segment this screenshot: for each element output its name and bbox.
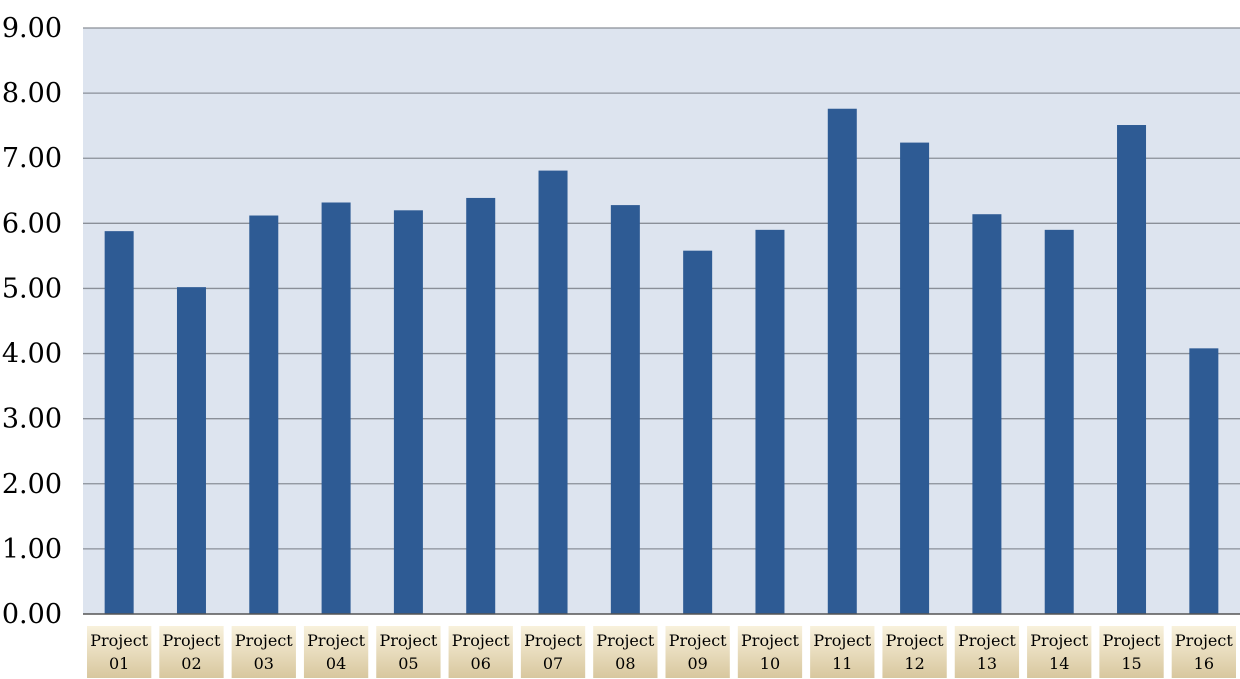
- category-label-line1: Project: [163, 631, 221, 650]
- x-axis-labels: Project01Project02Project03Project04Proj…: [87, 626, 1236, 678]
- category-label-background: [231, 626, 296, 678]
- bars: [104, 108, 1219, 615]
- category-label-line1: Project: [90, 631, 148, 650]
- category-label-line2: 04: [326, 654, 346, 673]
- bar: [900, 142, 930, 614]
- category-label-line2: 13: [977, 654, 997, 673]
- category-label-line1: Project: [958, 631, 1016, 650]
- bar: [393, 210, 423, 615]
- x-category-label: Project 15: [1099, 626, 1164, 678]
- category-label-line1: Project: [1030, 631, 1088, 650]
- x-category-label: Project 05: [376, 626, 441, 678]
- category-label-line2: 08: [615, 654, 635, 673]
- category-label-line2: 09: [687, 654, 707, 673]
- y-tick-label: 0.00: [2, 599, 62, 630]
- x-category-label: Project 16: [1171, 626, 1236, 678]
- category-label-line2: 02: [181, 654, 201, 673]
- category-label-background: [303, 626, 369, 678]
- category-label-background: [665, 626, 730, 678]
- bar: [176, 287, 206, 614]
- bar: [538, 170, 568, 615]
- category-label-line2: 07: [543, 654, 563, 673]
- x-category-label: Project 13: [954, 626, 1020, 678]
- y-tick-label: 3.00: [2, 404, 62, 435]
- category-label-line1: Project: [813, 631, 871, 650]
- category-label-line2: 06: [471, 654, 491, 673]
- category-label-line1: Project: [596, 631, 654, 650]
- category-label-line1: Project: [1175, 631, 1233, 650]
- bar: [827, 108, 857, 614]
- category-label-background: [593, 626, 658, 678]
- category-label-line2: 14: [1049, 654, 1069, 673]
- x-category-label: Project 02: [159, 626, 224, 678]
- y-tick-label: 9.00: [2, 13, 62, 44]
- y-tick-label: 4.00: [2, 339, 62, 370]
- category-label-background: [1027, 626, 1092, 678]
- x-category-label: Project 10: [737, 626, 803, 678]
- x-category-label: Project 12: [882, 626, 947, 678]
- category-label-line1: Project: [669, 631, 727, 650]
- category-label-line2: 05: [398, 654, 418, 673]
- category-label-background: [448, 626, 513, 678]
- category-label-line1: Project: [524, 631, 582, 650]
- category-label-line1: Project: [452, 631, 510, 650]
- x-category-label: Project 09: [665, 626, 730, 678]
- bar: [104, 231, 134, 614]
- category-label-background: [882, 626, 947, 678]
- x-category-label: Project 04: [303, 626, 369, 678]
- y-tick-label: 5.00: [2, 273, 62, 304]
- category-label-line2: 15: [1121, 654, 1141, 673]
- category-label-line2: 11: [832, 654, 852, 673]
- y-tick-label: 2.00: [2, 469, 62, 500]
- category-label-background: [954, 626, 1020, 678]
- y-tick-label: 1.00: [2, 534, 62, 565]
- bar: [1117, 125, 1147, 614]
- category-label-line2: 12: [904, 654, 924, 673]
- category-label-background: [1099, 626, 1164, 678]
- bar: [755, 229, 785, 614]
- y-tick-label: 8.00: [2, 78, 62, 109]
- category-label-background: [810, 626, 875, 678]
- bar: [1189, 348, 1219, 614]
- x-category-label: Project 08: [593, 626, 658, 678]
- category-label-line2: 01: [109, 654, 129, 673]
- x-category-label: Project 14: [1027, 626, 1092, 678]
- y-axis-ticks: 0.00 1.00 2.00 3.00 4.00 5.00 6.00 7.00 8.00 9.00: [2, 13, 62, 630]
- category-label-line1: Project: [235, 631, 293, 650]
- category-label-line1: Project: [379, 631, 437, 650]
- category-label-line1: Project: [307, 631, 365, 650]
- x-category-label: Project 06: [448, 626, 513, 678]
- category-label-line1: Project: [1103, 631, 1161, 650]
- bar: [249, 215, 279, 614]
- x-category-label: Project 07: [520, 626, 586, 678]
- bar: [972, 214, 1002, 614]
- bar: [610, 205, 640, 614]
- y-tick-label: 7.00: [2, 143, 62, 174]
- category-label-background: [87, 626, 152, 678]
- bar: [1044, 229, 1074, 614]
- bar: [683, 250, 713, 614]
- category-label-line1: Project: [886, 631, 944, 650]
- category-label-line1: Project: [741, 631, 799, 650]
- category-label-background: [376, 626, 441, 678]
- category-label-background: [159, 626, 224, 678]
- y-tick-label: 6.00: [2, 208, 62, 239]
- x-category-label: Project 11: [810, 626, 875, 678]
- bar: [466, 197, 496, 614]
- x-category-label: Project 01: [87, 626, 152, 678]
- category-label-line2: 10: [760, 654, 780, 673]
- category-label-background: [1171, 626, 1236, 678]
- category-label-line2: 03: [254, 654, 274, 673]
- category-label-background: [520, 626, 586, 678]
- category-label-line2: 16: [1194, 654, 1214, 673]
- category-label-background: [737, 626, 803, 678]
- x-category-label: Project 03: [231, 626, 296, 678]
- bar: [321, 202, 351, 614]
